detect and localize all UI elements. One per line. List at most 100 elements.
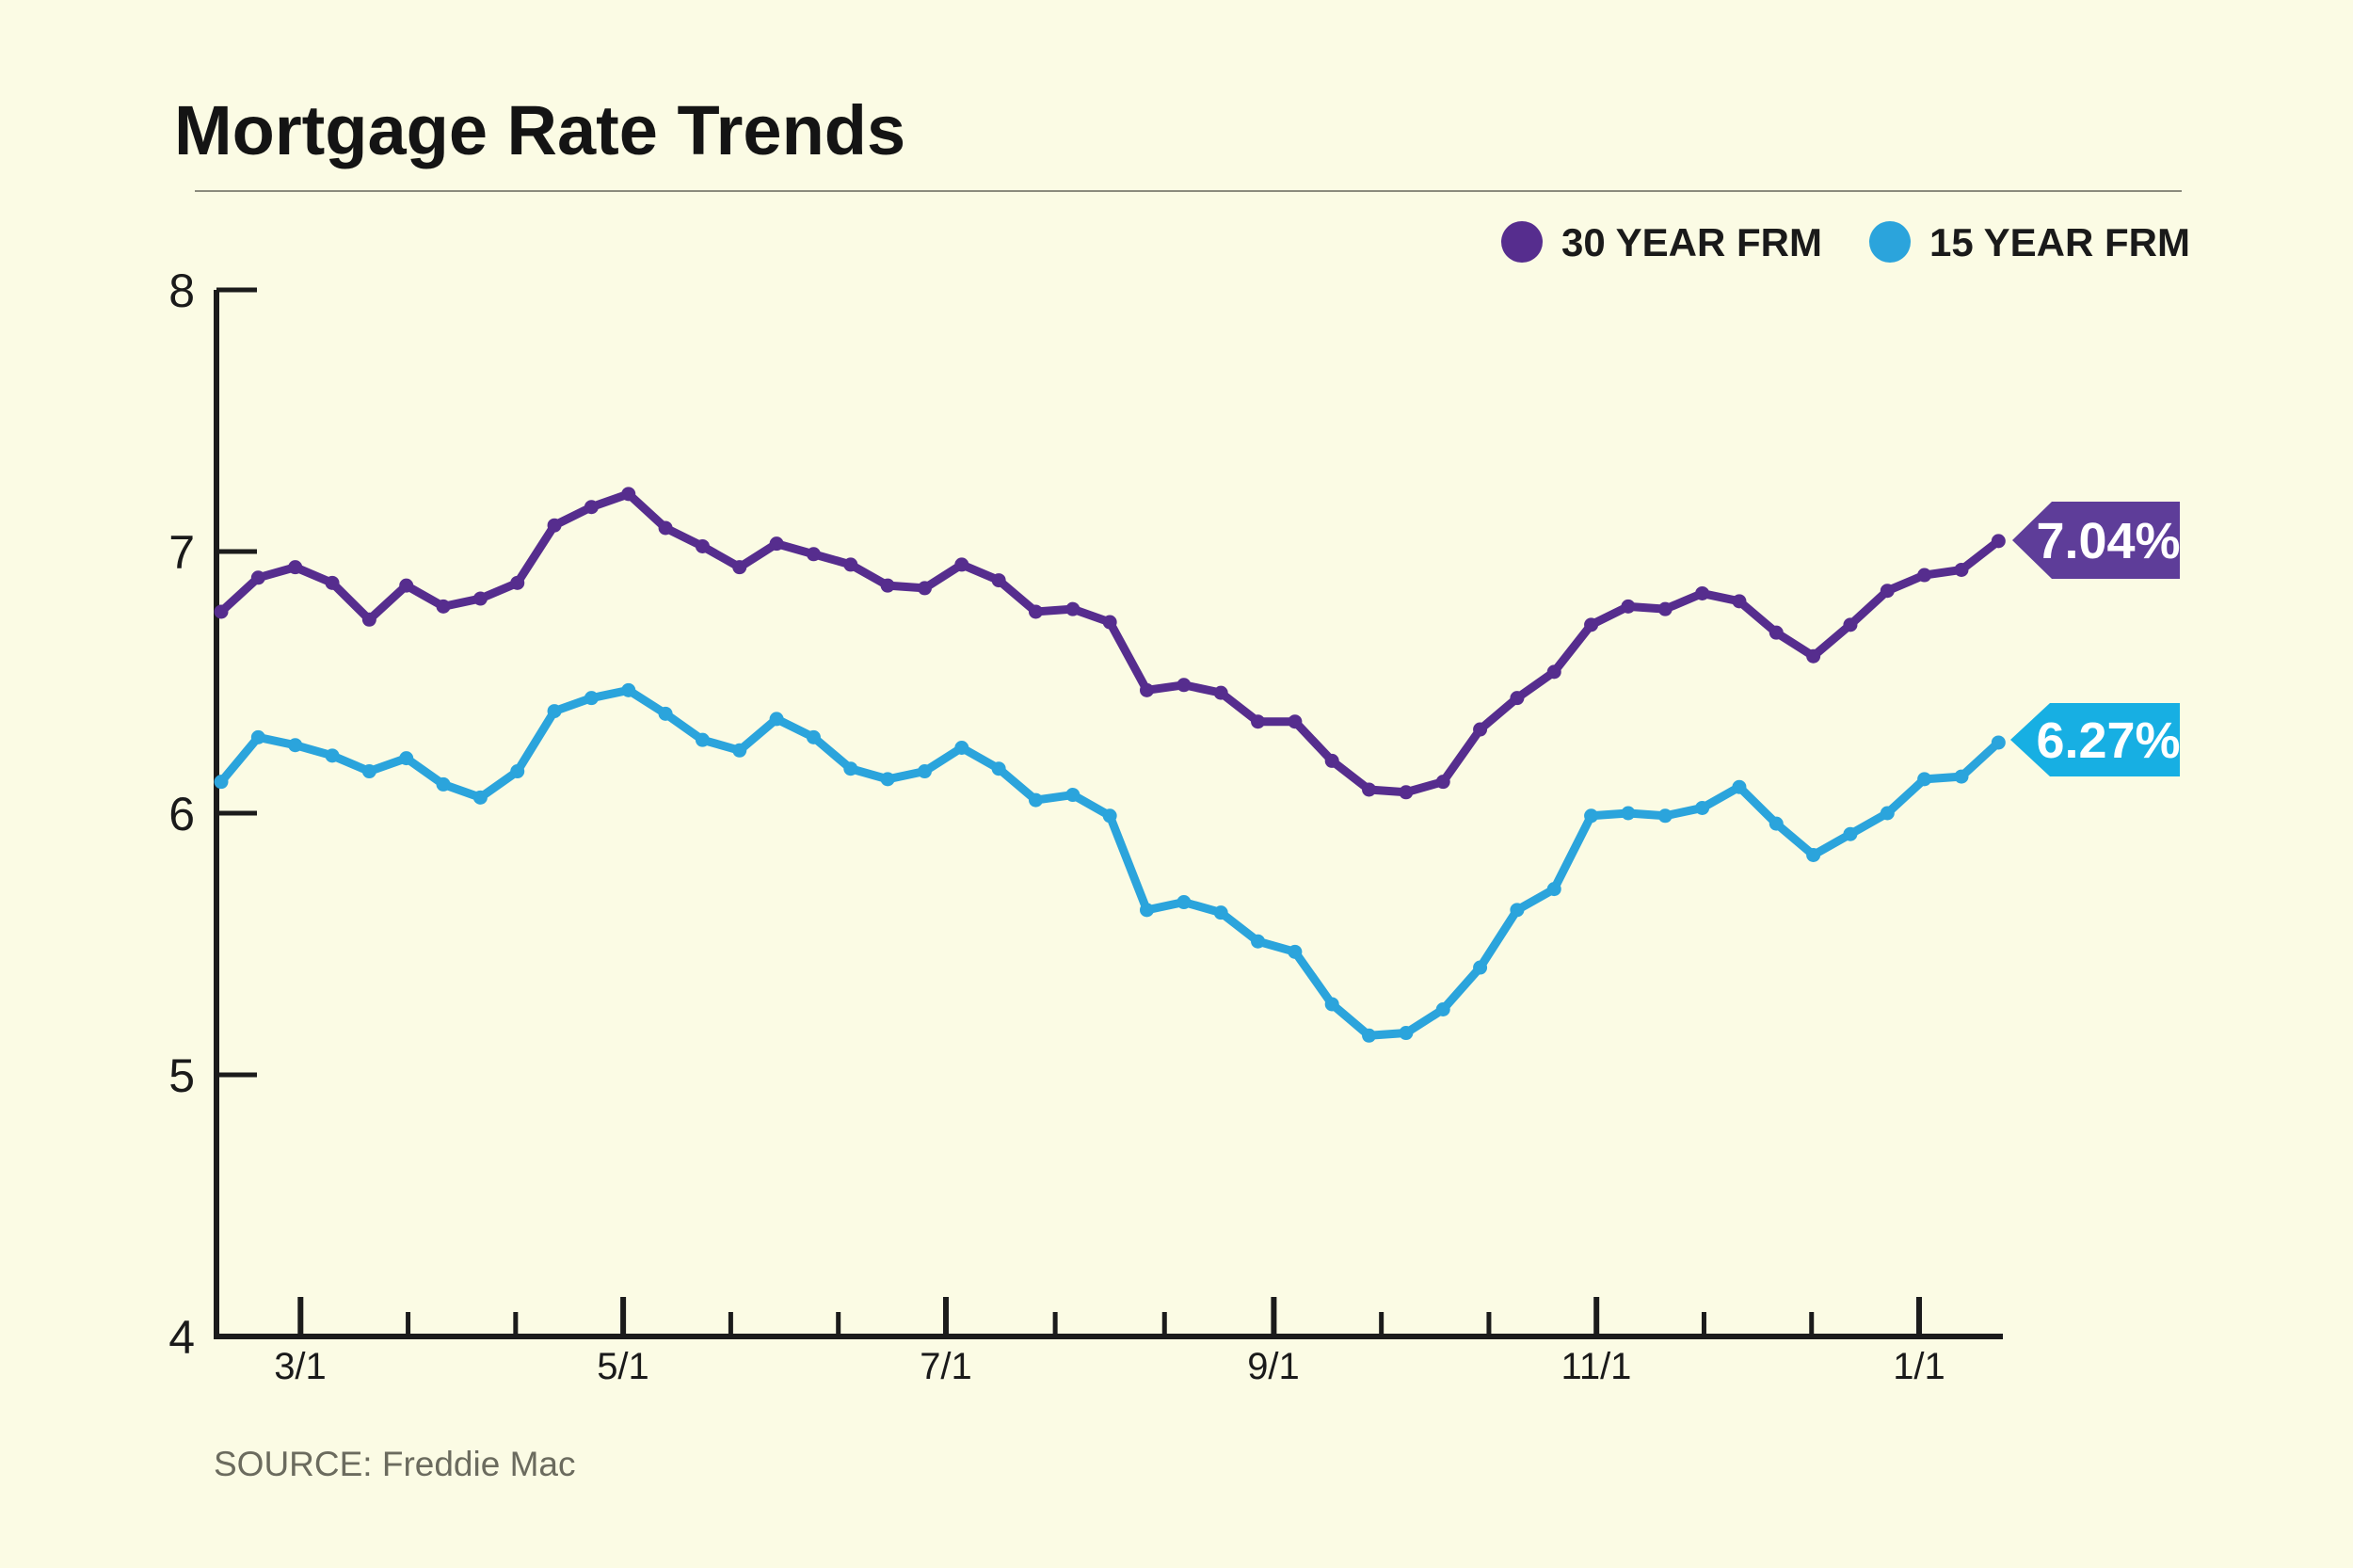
data-point-15yr (214, 775, 229, 790)
data-point-15yr (1769, 816, 1784, 831)
data-point-30yr (584, 500, 599, 515)
data-point-30yr (1621, 599, 1636, 614)
data-point-15yr (547, 704, 562, 719)
data-point-15yr (1584, 808, 1599, 824)
data-point-30yr (325, 575, 340, 590)
data-point-30yr (843, 557, 858, 572)
data-point-15yr (325, 748, 340, 763)
data-point-15yr (1213, 905, 1228, 920)
data-point-15yr (991, 761, 1006, 776)
legend-dot-15yr (1869, 221, 1911, 263)
data-point-30yr (695, 538, 710, 553)
data-point-30yr (1288, 714, 1303, 729)
data-point-15yr (1028, 792, 1043, 808)
source-credit: SOURCE: Freddie Mac (214, 1445, 576, 1483)
data-point-30yr (991, 573, 1006, 588)
x-tick-label: 9/1 (1247, 1346, 1300, 1387)
x-tick-label: 1/1 (1893, 1346, 1945, 1387)
data-point-30yr (1362, 782, 1377, 797)
data-point-30yr (1140, 682, 1154, 697)
data-point-30yr (1510, 691, 1525, 706)
end-label-30yr-value: 7.04% (2036, 513, 2180, 569)
data-point-15yr (1917, 772, 1932, 787)
data-point-15yr (1065, 788, 1080, 803)
y-tick-label: 4 (168, 1311, 195, 1364)
data-point-15yr (1880, 806, 1895, 821)
data-point-30yr (806, 547, 821, 562)
data-point-30yr (1324, 753, 1339, 768)
end-label-30yr-arrow (2012, 502, 2180, 579)
data-point-30yr (250, 570, 265, 585)
data-point-15yr (1806, 847, 1821, 862)
plot-area (214, 287, 2006, 1339)
data-point-30yr (399, 578, 414, 593)
data-point-15yr (288, 738, 303, 753)
data-point-30yr (769, 536, 784, 552)
series-line-15yr (216, 685, 2003, 1040)
data-point-30yr (288, 560, 303, 575)
data-point-30yr (547, 518, 562, 533)
data-point-30yr (1251, 714, 1266, 729)
data-point-15yr (806, 729, 821, 744)
data-point-15yr (843, 761, 858, 776)
series-line-30yr (216, 489, 2003, 797)
data-point-30yr (1917, 568, 1932, 583)
data-point-15yr (250, 729, 265, 744)
data-point-15yr (510, 764, 525, 779)
legend-label-15yr: 15 YEAR FRM (1929, 220, 2190, 264)
end-label-30yr: 7.04% (2012, 502, 2181, 579)
data-point-15yr (1695, 800, 1710, 815)
data-point-15yr (880, 772, 895, 787)
x-tick-label: 3/1 (274, 1346, 327, 1387)
data-point-30yr (1065, 601, 1080, 616)
page-title: Mortgage Rate Trends (174, 91, 905, 169)
y-tick-label: 6 (168, 788, 195, 840)
data-point-30yr (361, 612, 376, 627)
y-tick-label: 5 (168, 1049, 195, 1102)
end-label-15yr: 6.27% (2010, 703, 2181, 776)
data-point-15yr (584, 691, 599, 706)
data-point-30yr (880, 578, 895, 593)
data-point-15yr (1324, 997, 1339, 1012)
data-point-30yr (1435, 775, 1450, 790)
data-point-30yr (621, 487, 636, 502)
data-point-15yr (1621, 806, 1636, 821)
data-point-30yr (954, 557, 969, 572)
data-point-30yr (1954, 562, 1969, 577)
data-point-15yr (917, 764, 932, 779)
data-point-30yr (1732, 594, 1747, 609)
y-axis-labels: 8 7 6 5 4 (168, 264, 195, 1364)
data-point-30yr (1176, 678, 1192, 693)
x-axis-labels: 3/1 5/1 7/1 9/1 11/1 1/1 (274, 1346, 1945, 1387)
data-point-15yr (1102, 808, 1117, 824)
data-point-30yr (917, 581, 932, 596)
data-point-15yr (1140, 903, 1154, 918)
data-point-30yr (1806, 648, 1821, 664)
data-point-15yr (1251, 934, 1266, 949)
data-point-15yr (1176, 895, 1192, 910)
data-point-30yr (732, 560, 747, 575)
data-point-15yr (1510, 903, 1525, 918)
data-point-15yr (1473, 960, 1488, 975)
data-point-15yr (1399, 1026, 1414, 1041)
data-point-30yr (1102, 615, 1117, 630)
data-point-15yr (436, 776, 451, 792)
y-tick-label: 7 (168, 526, 195, 579)
data-point-30yr (1843, 617, 1858, 632)
data-point-30yr (1769, 625, 1784, 640)
data-point-15yr (1362, 1028, 1377, 1043)
data-point-15yr (1657, 808, 1673, 824)
data-point-30yr (1399, 785, 1414, 800)
data-point-15yr (695, 732, 710, 747)
end-label-15yr-value: 6.27% (2036, 712, 2180, 769)
legend-label-30yr: 30 YEAR FRM (1561, 220, 1822, 264)
data-point-30yr (510, 575, 525, 590)
data-point-15yr (1843, 826, 1858, 841)
legend-dot-30yr (1501, 221, 1543, 263)
data-point-15yr (1435, 1002, 1450, 1016)
data-point-30yr (214, 604, 229, 619)
data-point-15yr (361, 764, 376, 779)
data-point-15yr (621, 682, 636, 697)
data-point-30yr (1028, 604, 1043, 619)
